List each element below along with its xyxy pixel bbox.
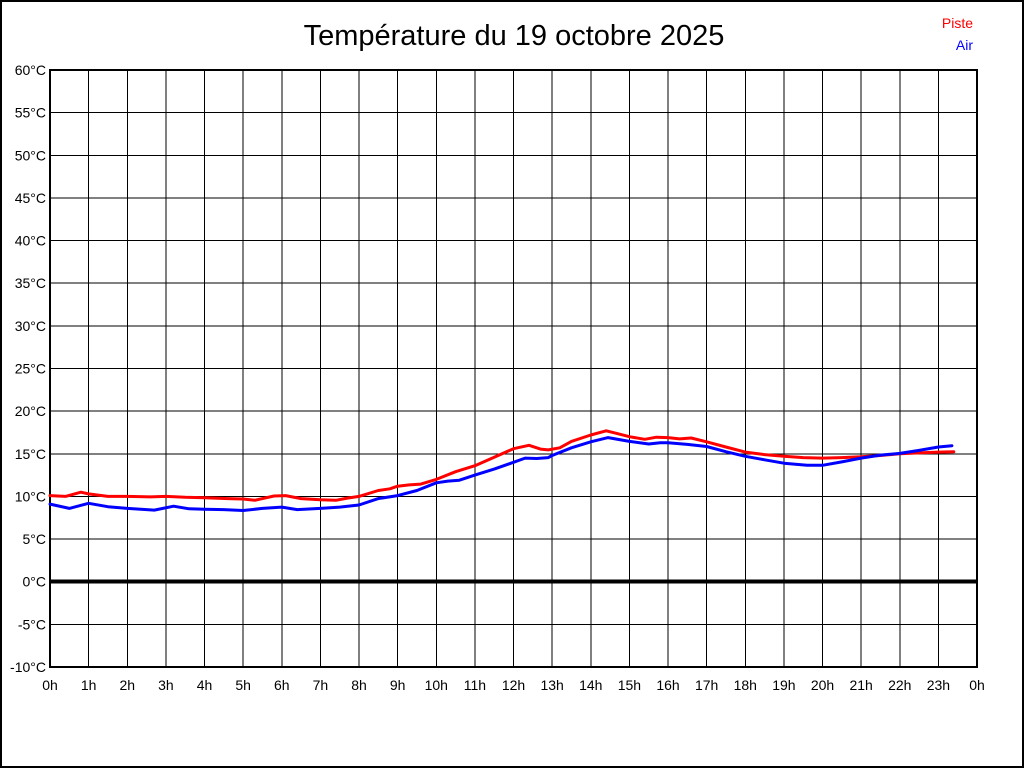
legend-item-piste: Piste <box>941 15 973 31</box>
y-tick-label: 40°C <box>15 233 46 249</box>
y-tick-label: 15°C <box>15 446 46 462</box>
x-tick-label: 0h <box>42 677 58 693</box>
x-tick-label: 13h <box>540 677 563 693</box>
y-tick-label: 5°C <box>23 531 47 547</box>
x-tick-label: 6h <box>274 677 290 693</box>
x-tick-label: 14h <box>579 677 602 693</box>
x-tick-label: 21h <box>849 677 872 693</box>
y-tick-label: -10°C <box>10 659 46 675</box>
x-tick-label: 8h <box>351 677 367 693</box>
series-line-air <box>48 436 954 512</box>
x-tick-label: 17h <box>695 677 718 693</box>
x-tick-label: 15h <box>618 677 641 693</box>
x-tick-label: 18h <box>734 677 757 693</box>
y-tick-label: 0°C <box>23 574 47 590</box>
series-line-piste <box>48 429 956 502</box>
x-tick-label: 11h <box>464 677 486 693</box>
chart-title: Température du 19 octobre 2025 <box>303 20 725 52</box>
y-tick-label: 50°C <box>15 147 46 163</box>
y-tick-label: 25°C <box>15 361 46 377</box>
x-tick-label: 0h <box>969 677 985 693</box>
x-tick-label: 12h <box>502 677 525 693</box>
x-tick-label: 1h <box>81 677 97 693</box>
y-tick-label: 55°C <box>15 105 46 121</box>
x-tick-label: 2h <box>119 677 135 693</box>
y-tick-label: 60°C <box>15 62 46 78</box>
y-tick-label: 10°C <box>15 488 46 504</box>
legend-item-air: Air <box>955 37 973 53</box>
x-tick-label: 23h <box>927 677 950 693</box>
y-tick-label: 20°C <box>15 403 46 419</box>
x-tick-label: 5h <box>235 677 251 693</box>
x-tick-label: 16h <box>656 677 679 693</box>
x-tick-label: 22h <box>888 677 911 693</box>
x-tick-label: 20h <box>811 677 834 693</box>
x-tick-label: 7h <box>313 677 329 693</box>
plot-area-border <box>49 69 978 668</box>
y-tick-label: 35°C <box>15 275 46 291</box>
y-tick-label: 45°C <box>15 190 46 206</box>
x-tick-label: 4h <box>197 677 213 693</box>
x-tick-label: 19h <box>772 677 795 693</box>
y-tick-label: 30°C <box>15 318 46 334</box>
x-tick-label: 10h <box>425 677 448 693</box>
x-tick-label: 3h <box>158 677 174 693</box>
x-tick-label: 9h <box>390 677 406 693</box>
y-tick-label: -5°C <box>18 616 46 632</box>
chart-legend: Piste Air <box>942 12 973 56</box>
